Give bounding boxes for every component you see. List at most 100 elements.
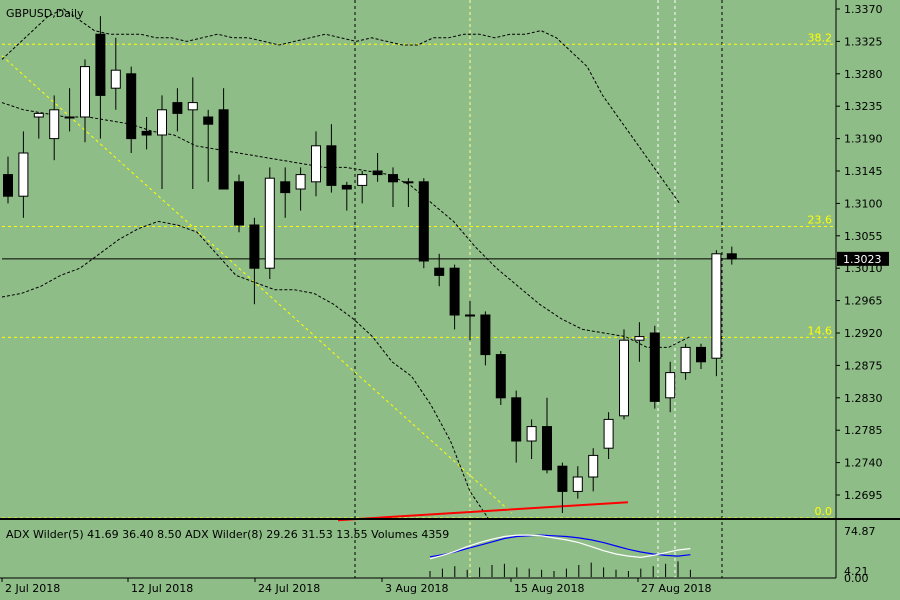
candle[interactable]: [203, 109, 214, 182]
candle[interactable]: [326, 124, 337, 193]
candle-body-up: [264, 177, 275, 269]
candle[interactable]: [480, 311, 491, 366]
envelope-middle: [1, 102, 691, 348]
candle-body-up: [680, 346, 691, 374]
candle-body-down: [95, 33, 106, 96]
date-tick-label: 12 Jul 2018: [131, 582, 193, 595]
candle-body-down: [388, 174, 398, 183]
candle-body-down: [141, 130, 152, 136]
candle-body-up: [64, 116, 75, 119]
candle[interactable]: [372, 153, 383, 182]
candle[interactable]: [95, 16, 106, 139]
adx-panel[interactable]: [429, 534, 691, 577]
candle-body-down: [495, 354, 506, 399]
candle[interactable]: [264, 167, 275, 279]
candle[interactable]: [711, 250, 722, 377]
candle[interactable]: [280, 167, 291, 218]
candle[interactable]: [49, 95, 60, 161]
candle[interactable]: [495, 351, 506, 405]
candle[interactable]: [357, 171, 368, 204]
candle-body-up: [33, 112, 44, 118]
candle[interactable]: [588, 448, 599, 492]
candle-body-up: [295, 174, 306, 190]
fibo-level-label: 14.6: [808, 324, 833, 337]
candle[interactable]: [665, 361, 676, 413]
candle-body-down: [418, 181, 429, 262]
price-tick-label: 1.2785: [844, 424, 883, 437]
price-tick-label: 1.3190: [844, 133, 883, 146]
candle-body-up: [711, 253, 722, 359]
candle[interactable]: [680, 343, 691, 380]
candle[interactable]: [557, 462, 568, 513]
candle[interactable]: [619, 329, 629, 420]
candle[interactable]: [341, 181, 352, 211]
candle-body-up: [634, 336, 645, 341]
adx-tick-label: 74.87: [844, 525, 876, 538]
candle-body-up: [18, 152, 29, 197]
candle[interactable]: [542, 397, 552, 474]
price-panel[interactable]: 38.2 23.6 14.6 0.0: [1, 0, 836, 578]
candle-body-up: [465, 314, 475, 317]
candle-body-down: [434, 267, 445, 276]
candle[interactable]: [434, 253, 445, 287]
price-tick-label: 1.3325: [844, 35, 883, 48]
date-tick-label: 3 Aug 2018: [385, 582, 448, 595]
candle[interactable]: [526, 419, 537, 459]
candle[interactable]: [465, 300, 475, 341]
candle-body-down: [249, 224, 260, 269]
candle[interactable]: [187, 77, 198, 189]
candle-body-up: [80, 66, 90, 118]
candle[interactable]: [511, 390, 522, 463]
candle[interactable]: [33, 112, 44, 139]
adx-title: ADX Wilder(5) 41.69 36.40 8.50 ADX Wilde…: [6, 528, 449, 541]
candle-body-down: [203, 116, 214, 125]
date-tick-label: 15 Aug 2018: [514, 582, 584, 595]
red-trendline: [337, 501, 629, 522]
candle-body-up: [572, 476, 583, 492]
candle-body-up: [619, 339, 629, 417]
candle-body-down: [542, 426, 552, 471]
candle[interactable]: [172, 88, 183, 132]
candle[interactable]: [249, 217, 260, 305]
candle-body-up: [157, 109, 167, 136]
candle-body-up: [311, 145, 321, 183]
candle[interactable]: [418, 178, 429, 269]
candle[interactable]: [110, 37, 121, 110]
symbol-title: GBPUSD,Daily: [6, 7, 84, 20]
candle[interactable]: [126, 66, 137, 153]
candle[interactable]: [80, 59, 90, 143]
candle[interactable]: [218, 88, 229, 190]
price-tick-label: 1.2965: [844, 295, 883, 308]
candle[interactable]: [603, 412, 614, 459]
price-tick-label: 1.3055: [844, 230, 883, 243]
candle[interactable]: [18, 131, 29, 218]
candle[interactable]: [649, 325, 660, 409]
candle-body-down: [126, 73, 137, 140]
candle[interactable]: [449, 264, 460, 330]
price-tick-label: 1.2875: [844, 359, 883, 372]
price-tick-label: 1.3370: [844, 3, 883, 16]
candle-body-down: [341, 184, 352, 190]
candle[interactable]: [403, 178, 414, 207]
candle-body-down: [3, 174, 13, 197]
candle[interactable]: [64, 88, 75, 132]
current-price-label: 1.3023: [843, 253, 882, 266]
candle[interactable]: [3, 156, 13, 204]
candle[interactable]: [311, 131, 321, 197]
axes: 1.3370 1.3325 1.3280 1.3235 1.3190 1.3145 1.31…: [0, 0, 889, 595]
candle[interactable]: [157, 95, 167, 189]
fibo-level-label: 23.6: [808, 213, 833, 226]
candle[interactable]: [141, 117, 152, 150]
candle-body-down: [511, 397, 522, 442]
candle[interactable]: [234, 174, 244, 233]
candle[interactable]: [388, 167, 398, 207]
candle-body-up: [603, 418, 614, 449]
candle-body-down: [449, 267, 460, 316]
candle[interactable]: [634, 322, 645, 362]
candle[interactable]: [295, 167, 306, 211]
fibo-diagonal: [1, 55, 513, 514]
candle[interactable]: [696, 343, 706, 369]
candle-body-down: [218, 109, 229, 190]
candle[interactable]: [572, 466, 583, 499]
candle[interactable]: [726, 246, 737, 265]
